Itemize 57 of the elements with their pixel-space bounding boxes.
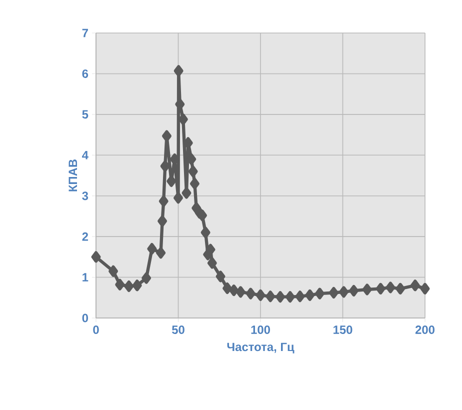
point bbox=[190, 178, 200, 190]
point bbox=[328, 286, 338, 299]
point bbox=[158, 195, 168, 207]
y-tick-label: 6 bbox=[82, 69, 88, 78]
point bbox=[160, 160, 170, 172]
point bbox=[158, 215, 168, 227]
y-tick-label: 2 bbox=[82, 232, 88, 241]
y-tick-label: 7 bbox=[82, 28, 88, 38]
y-tick-label: 1 bbox=[82, 273, 88, 282]
point bbox=[207, 257, 217, 269]
point bbox=[222, 282, 232, 294]
point bbox=[182, 187, 192, 199]
point bbox=[108, 265, 118, 277]
y-tick-label: 4 bbox=[82, 151, 88, 160]
y-tick-label: 5 bbox=[82, 110, 88, 119]
point bbox=[276, 291, 285, 303]
point bbox=[124, 280, 134, 292]
y-tick-label: 3 bbox=[82, 192, 88, 200]
point bbox=[156, 247, 166, 259]
point bbox=[376, 282, 386, 294]
point bbox=[206, 244, 216, 256]
point bbox=[266, 290, 276, 302]
point bbox=[132, 280, 142, 292]
point bbox=[166, 175, 176, 187]
point bbox=[256, 289, 266, 301]
y-axis-title: КПАВ bbox=[68, 159, 77, 192]
x-tick-label: 50 bbox=[172, 326, 184, 334]
point bbox=[174, 65, 184, 77]
point bbox=[174, 192, 183, 204]
point bbox=[147, 243, 157, 255]
point bbox=[229, 284, 239, 296]
point bbox=[396, 282, 406, 294]
point bbox=[305, 289, 315, 301]
point bbox=[362, 284, 372, 296]
x-tick-label: 200 bbox=[415, 326, 434, 334]
point bbox=[339, 286, 348, 298]
point bbox=[200, 226, 210, 238]
x-tick-label: 100 bbox=[251, 326, 270, 334]
x-tick-label: 150 bbox=[334, 326, 352, 334]
point bbox=[420, 282, 430, 294]
point bbox=[295, 290, 305, 302]
point bbox=[314, 288, 324, 300]
point bbox=[162, 130, 172, 142]
x-axis-title: Частота, Гц bbox=[227, 342, 294, 354]
point bbox=[285, 291, 295, 303]
point bbox=[236, 286, 246, 298]
point bbox=[142, 272, 152, 284]
x-tick-label: 0 bbox=[93, 326, 99, 334]
point bbox=[246, 288, 256, 300]
point bbox=[188, 166, 198, 178]
y-tick-label: 0 bbox=[82, 314, 88, 322]
point bbox=[349, 284, 359, 296]
point bbox=[115, 278, 125, 290]
point bbox=[386, 282, 396, 294]
point bbox=[216, 270, 226, 282]
point bbox=[410, 280, 420, 292]
point bbox=[91, 251, 101, 263]
